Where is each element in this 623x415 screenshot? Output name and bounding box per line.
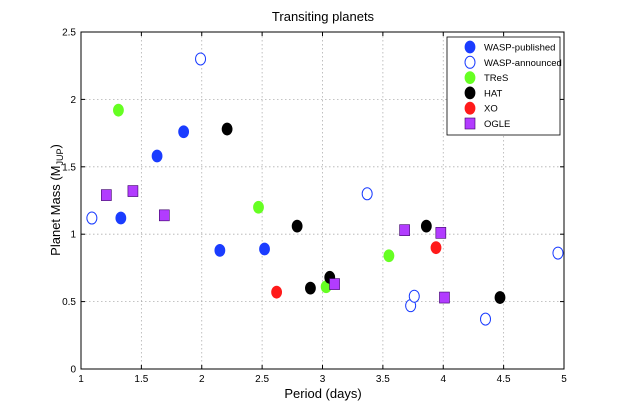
y-axis-label-subscript: JUP xyxy=(55,149,65,166)
x-tick-label: 3 xyxy=(320,374,326,385)
hat-point xyxy=(305,281,316,295)
legend-marker-ogle xyxy=(464,117,476,130)
y-axis-label-close: ) xyxy=(48,144,63,148)
legend-marker-wasp-announced xyxy=(464,55,476,69)
tres-point xyxy=(113,103,124,117)
tres-point xyxy=(383,249,395,263)
ogle-point xyxy=(435,227,447,239)
y-tick-label: 2.5 xyxy=(62,28,76,39)
ogle-point xyxy=(399,224,410,236)
x-axis-label: Period (days) xyxy=(284,386,361,401)
wasp-announced-point xyxy=(195,52,207,66)
legend: WASP-published WASP-announced TReS HAT XO OGL… xyxy=(446,36,562,136)
legend-label-wasp-published: WASP-published xyxy=(484,43,555,54)
ogle-point xyxy=(439,291,450,304)
ogle-point xyxy=(329,278,340,290)
xo-point xyxy=(271,285,283,299)
ogle-point xyxy=(101,189,112,201)
chart-title: Transiting planets xyxy=(272,9,375,24)
legend-label-tres: TReS xyxy=(484,73,508,84)
legend-marker-hat xyxy=(464,86,476,100)
legend-label-xo: XO xyxy=(484,104,498,115)
wasp-published-point xyxy=(151,149,163,163)
y-tick-label: 1.5 xyxy=(62,162,76,173)
legend-label-ogle: OGLE xyxy=(484,119,510,130)
wasp-announced-point xyxy=(408,289,420,303)
x-tick-label: 4 xyxy=(440,374,446,385)
wasp-published-point xyxy=(115,211,127,225)
wasp-announced-point xyxy=(480,312,492,326)
tres-point xyxy=(253,200,264,214)
y-tick-label: 2 xyxy=(70,95,76,106)
x-tick-label: 2 xyxy=(199,374,205,385)
x-tick-label: 1.5 xyxy=(134,374,148,385)
wasp-published-point xyxy=(178,125,190,139)
legend-label-wasp-announced: WASP-announced xyxy=(484,58,562,69)
y-axis-label-main: Planet Mass (M xyxy=(48,166,63,256)
wasp-published-point xyxy=(259,242,270,256)
wasp-announced-point xyxy=(361,187,373,201)
y-axis-label: Planet Mass (MJUP) xyxy=(48,144,65,256)
xo-point xyxy=(430,241,442,255)
legend-marker-tres xyxy=(464,71,476,84)
hat-point xyxy=(221,122,233,136)
legend-marker-wasp-published xyxy=(464,40,476,54)
x-tick-label: 5 xyxy=(561,374,567,385)
ogle-point xyxy=(159,209,170,222)
hat-point xyxy=(494,291,506,304)
x-tick-label: 2.5 xyxy=(255,374,269,385)
y-tick-label: 1 xyxy=(70,230,76,241)
y-tick-label: 0 xyxy=(70,365,76,376)
x-tick-label: 3.5 xyxy=(376,374,390,385)
ogle-point xyxy=(127,185,139,197)
legend-label-hat: HAT xyxy=(484,88,502,99)
hat-point xyxy=(420,219,432,233)
legend-marker-xo xyxy=(464,101,476,115)
wasp-published-point xyxy=(214,243,226,257)
x-tick-label: 4.5 xyxy=(497,374,511,385)
data-points xyxy=(86,52,564,326)
wasp-announced-point xyxy=(86,211,98,225)
hat-point xyxy=(291,219,303,233)
x-tick-label: 1 xyxy=(78,374,84,385)
y-tick-label: 0.5 xyxy=(62,297,76,308)
wasp-announced-point xyxy=(552,246,564,260)
axis-ticks: 1 1.5 2 2.5 3 3.5 4 4.5 5 0 0.5 1 1.5 2 2.5 xyxy=(62,28,567,386)
